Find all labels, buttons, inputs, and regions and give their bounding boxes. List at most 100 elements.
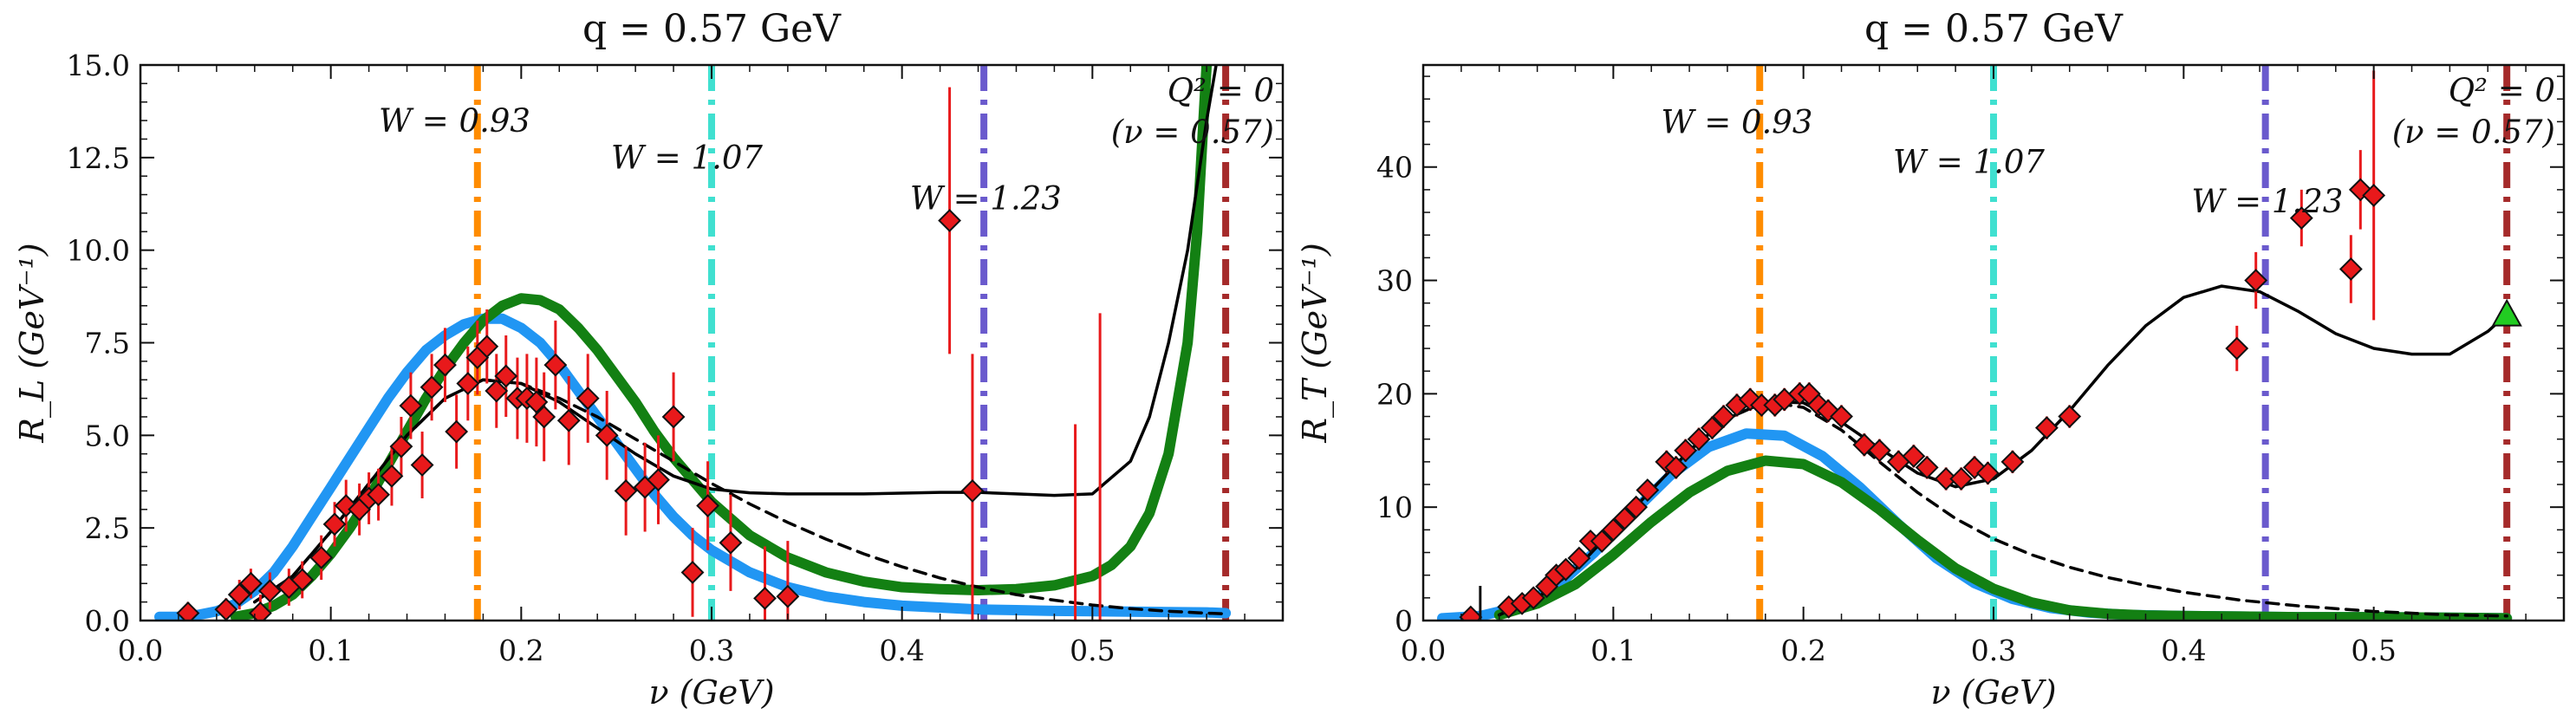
data-point-19 (1712, 405, 1735, 428)
vline-label-2: W = 1.23 (910, 180, 1062, 218)
data-point-42 (2225, 336, 2249, 361)
data-point-17 (410, 453, 434, 477)
x-tick-label-5: 0.5 (2351, 634, 2396, 667)
data-point-31 (1867, 439, 1891, 463)
vline-label-0: W = 0.93 (1661, 103, 1812, 140)
series-line-1 (1493, 455, 2513, 621)
y-tick-label-0: 0.0 (85, 604, 130, 638)
data-point-31 (556, 408, 581, 432)
data-point-40 (2034, 416, 2059, 440)
data-point-9 (322, 512, 347, 536)
data-point-38 (1976, 461, 2000, 485)
chart-panel-rt: W = 0.93 W = 1.07 W = 1.23 Q² = 0 (ν = 0.57)… (1296, 7, 2566, 712)
x-tick-label-0: 0.0 (1401, 634, 1446, 667)
data-point-3 (1521, 586, 1545, 610)
data-point-35 (1934, 467, 1958, 491)
y-tick-label-6: 15.0 (67, 49, 130, 82)
corner-label-line2: (ν = 0.57) (2392, 114, 2555, 151)
x-tick-label-4: 0.4 (879, 634, 924, 667)
y-tick-label-4: 10.0 (67, 234, 130, 268)
series-line-2 (1497, 284, 2508, 617)
data-point-37 (661, 405, 686, 429)
x-tick-label-0: 0.0 (118, 634, 163, 667)
vline-label-0: W = 0.93 (379, 102, 530, 140)
data-point-38 (680, 561, 705, 584)
x-tick-label-3: 0.3 (689, 634, 734, 667)
plot-area (154, 65, 1232, 621)
chart-title: q = 0.57 GeV (1864, 7, 2124, 51)
data-point-45 (2339, 257, 2363, 281)
data-point-41 (2058, 405, 2082, 428)
vline-label-1: W = 1.07 (611, 140, 763, 177)
data-point-36 (647, 468, 670, 492)
data-point-42 (776, 584, 800, 608)
plot-area (1436, 65, 2522, 621)
x-tick-label-1: 0.1 (308, 634, 353, 667)
x-axis-label: ν (GeV) (1930, 673, 2056, 712)
data-point-16 (1674, 439, 1698, 463)
data-point-15 (1664, 455, 1688, 479)
vline-label-2: W = 1.23 (2191, 183, 2343, 220)
data-point-15 (389, 434, 413, 458)
data-point-25 (494, 364, 518, 388)
data-point-29 (1830, 405, 1853, 428)
y-tick-label-4: 40 (1376, 151, 1413, 185)
special-point (2491, 298, 2522, 327)
x-tick-label-2: 0.2 (1780, 634, 1825, 667)
y-tick-label-1: 10 (1376, 491, 1413, 524)
y-tick-label-3: 30 (1376, 264, 1413, 298)
data-point-7 (1567, 546, 1591, 570)
data-point-43 (938, 209, 961, 232)
data-point-18 (420, 375, 444, 400)
data-point-36 (1949, 467, 1974, 491)
data-point-11 (1613, 506, 1636, 530)
vline-label-1: W = 1.07 (1893, 143, 2045, 180)
data-point-9 (1590, 530, 1614, 553)
data-point-24 (485, 379, 509, 403)
data-point-33 (1902, 444, 1926, 468)
data-point-2 (227, 582, 251, 607)
chart-panel-rl: W = 0.93 W = 1.07 W = 1.23 Q² = 0 (ν = 0.57)… (13, 7, 1285, 712)
series-line-3 (1497, 400, 2508, 618)
data-point-18 (1700, 416, 1724, 440)
data-point-32 (576, 387, 600, 411)
data-point-30 (543, 353, 568, 377)
data-point-34 (614, 479, 638, 503)
y-tick-label-2: 5.0 (85, 419, 130, 452)
data-point-39 (2000, 450, 2025, 474)
data-point-47 (2362, 184, 2386, 207)
y-tick-label-1: 2.5 (85, 511, 130, 545)
data-point-28 (524, 390, 549, 414)
corner-label-line2: (ν = 0.57) (1111, 114, 1274, 151)
y-tick-label-0: 0 (1395, 604, 1413, 638)
data-point-34 (1915, 455, 1939, 479)
data-point-43 (2244, 269, 2268, 292)
data-point-0 (176, 601, 200, 621)
data-point-20 (445, 419, 469, 444)
data-point-3 (238, 571, 263, 595)
x-tick-label-3: 0.3 (1971, 634, 2016, 667)
data-point-33 (595, 423, 619, 447)
data-point-44 (960, 479, 985, 503)
data-point-41 (753, 586, 777, 610)
data-point-16 (399, 393, 423, 418)
x-tick-label-5: 0.5 (1070, 634, 1115, 667)
data-point-29 (532, 405, 556, 429)
data-point-7 (290, 568, 315, 592)
data-point-13 (367, 483, 390, 507)
data-point-39 (696, 494, 720, 517)
data-point-23 (475, 335, 499, 359)
corner-label-line1: Q² = 0 (2449, 72, 2555, 109)
corner-label-line1: Q² = 0 (1168, 72, 1274, 109)
chart-title: q = 0.57 GeV (582, 7, 842, 51)
x-tick-label-2: 0.2 (498, 634, 543, 667)
data-point-17 (1687, 427, 1711, 452)
y-axis-label: R_T (GeV⁻¹) (1296, 243, 1335, 443)
y-axis-label: R_L (GeV⁻¹) (13, 243, 52, 443)
data-point-10 (1601, 517, 1625, 542)
data-point-12 (1624, 495, 1649, 519)
series-line-3 (253, 378, 1227, 616)
data-point-13 (1636, 478, 1660, 502)
data-point-6 (1554, 557, 1577, 582)
